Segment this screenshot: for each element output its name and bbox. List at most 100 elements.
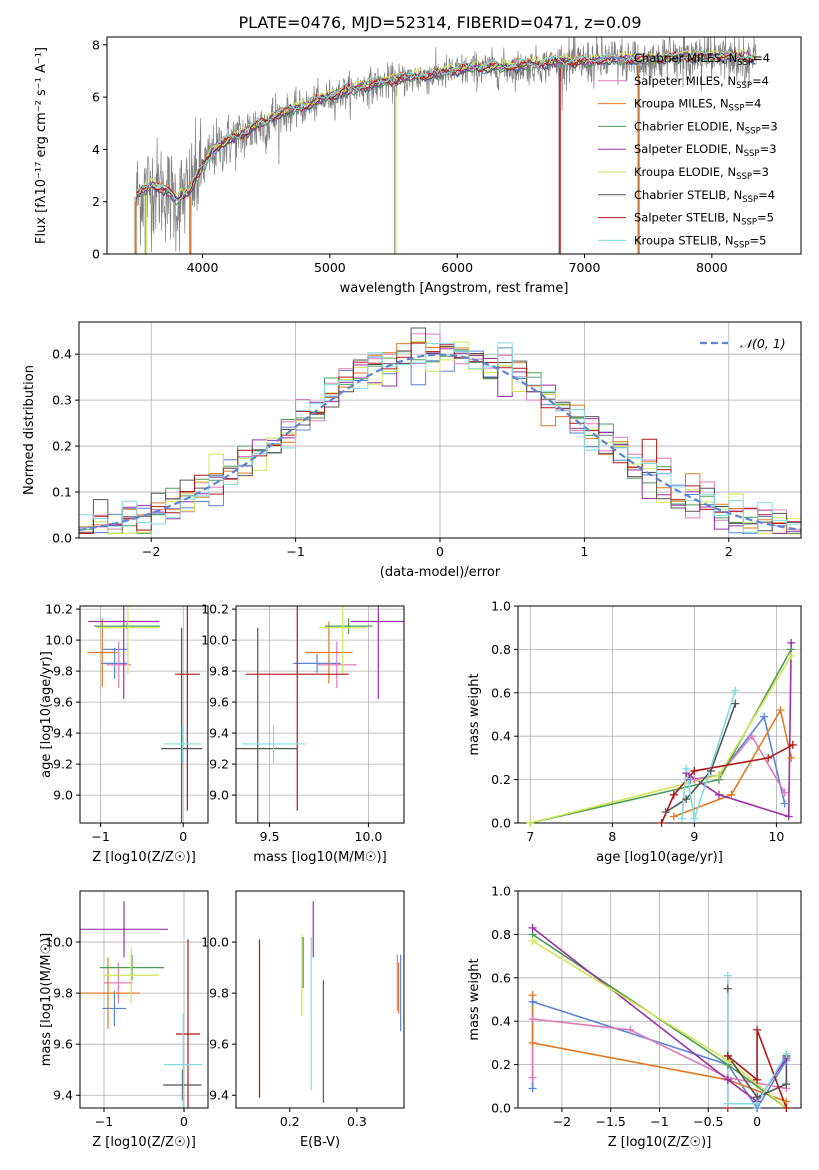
- x-tick-label: 1: [580, 544, 588, 559]
- mass_vs_Z-panel: −1 0 9.4 9.6 9.8 10.0 Z [log10(Z/Z☉)] mass [log…: [39, 890, 209, 1150]
- mass-weight-line: [727, 975, 788, 1105]
- mass_vs_ebv-plot-area: [258, 901, 402, 1103]
- legend-label: Salpeter STELIB, NSSP=5: [634, 211, 774, 228]
- plus-marker: [528, 991, 537, 1000]
- y-tick-label: 8: [92, 37, 100, 52]
- y-tick-label: 9.8: [209, 664, 229, 679]
- y-tick-label: 0.4: [491, 729, 511, 744]
- x-tick-label: 0: [436, 544, 444, 559]
- y-tick-label: 1.0: [491, 599, 511, 614]
- x-tick-label: −2: [553, 1114, 571, 1129]
- legend-subscript: SSP: [729, 104, 745, 114]
- legend-model-name: Salpeter MILES, N: [634, 74, 736, 88]
- x-tick-label: −1.5: [596, 1114, 626, 1129]
- y-tick-label: 0.6: [491, 970, 511, 985]
- legend-label: Chabrier MILES, NSSP=4: [634, 51, 770, 68]
- legend-count: =5: [749, 233, 766, 247]
- x-tick-label: −1: [286, 544, 304, 559]
- plus-marker: [528, 1015, 537, 1024]
- residuals-legend: 𝒩(0, 1): [700, 336, 786, 351]
- y-tick-label: 9.2: [209, 757, 229, 772]
- plus-marker: [753, 1075, 762, 1084]
- x-axis-label: E(B-V): [300, 1135, 340, 1150]
- y-tick-label: 0.8: [491, 642, 511, 657]
- legend-subscript: SSP: [737, 58, 753, 68]
- legend-label: Salpeter ELODIE, NSSP=3: [634, 142, 777, 159]
- mass-weight-line: [673, 708, 792, 818]
- plus-marker: [528, 1084, 537, 1093]
- y-axis-label: Flux [fλ10⁻¹⁷ erg cm⁻² s⁻¹ A⁻¹]: [34, 47, 49, 244]
- age_vs_Z-panel: −1 0 9.0 9.2 9.4 9.6 9.8 10.0 10.2 Z [log10(Z/Z☉)…: [39, 602, 209, 865]
- y-axis-label: mass weight: [467, 958, 482, 1040]
- plus-marker: [753, 1099, 762, 1108]
- legend-subscript: SSP: [745, 126, 761, 136]
- plus-marker: [727, 790, 736, 799]
- normal-curve: [79, 353, 801, 531]
- legend-model-name: Kroupa MILES, N: [634, 97, 729, 111]
- legend-label: Salpeter MILES, NSSP=4: [634, 74, 769, 91]
- mass-weight-line: [685, 642, 792, 818]
- y-axis-label: mass [log10(M/M☉)]: [39, 933, 54, 1066]
- age_vs_Z-plot-area: [87, 606, 203, 823]
- age_vs_mass-plot-area: [236, 606, 404, 823]
- plus-marker: [706, 766, 715, 775]
- x-tick-label: 4000: [187, 260, 219, 275]
- mass-weight-line: [690, 714, 786, 804]
- y-tick-label: 0.6: [491, 685, 511, 700]
- mass-weight-line: [681, 690, 737, 819]
- legend-label: Kroupa MILES, NSSP=4: [634, 97, 761, 114]
- y-tick-label: 0.2: [52, 439, 72, 454]
- plus-marker: [787, 753, 796, 762]
- plus-marker: [690, 766, 699, 775]
- y-tick-label: 0.4: [52, 347, 72, 362]
- x-axis-label: Z [log10(Z/Z☉)]: [92, 850, 196, 865]
- plus-marker: [657, 819, 666, 827]
- axes-frame: [106, 36, 802, 255]
- legend-model-name: Chabrier MILES, N: [634, 51, 737, 65]
- y-tick-label: 9.0: [209, 788, 229, 803]
- plus-marker: [782, 1104, 791, 1112]
- legend-subscript: SSP: [734, 240, 750, 250]
- plus-marker: [723, 984, 732, 993]
- y-tick-label: 0.3: [52, 393, 72, 408]
- y-tick-label: 10.0: [45, 633, 73, 648]
- plus-marker: [723, 1051, 732, 1060]
- legend-count: =3: [761, 119, 778, 133]
- legend-subscript: SSP: [744, 149, 760, 159]
- plus-marker: [669, 790, 678, 799]
- y-tick-label: 0: [92, 247, 100, 262]
- y-tick-label: 9.4: [209, 1088, 229, 1103]
- y-tick-label: 0.2: [491, 772, 511, 787]
- x-tick-label: −0.5: [693, 1114, 723, 1129]
- page-title: PLATE=0476, MJD=52314, FIBERID=0471, z=0…: [238, 13, 641, 32]
- y-tick-label: 9.6: [53, 695, 73, 710]
- plus-marker: [661, 808, 670, 817]
- x-axis-label: age [log10(age/yr)]: [596, 850, 723, 865]
- plus-marker: [723, 1075, 732, 1084]
- residual-histogram: [79, 342, 801, 533]
- residuals-panel: −2 −1 0 1 2 0.0 0.1 0.2 0.3 0.4 (data-model)/error…: [22, 321, 802, 580]
- y-tick-label: 10.0: [201, 935, 229, 950]
- x-tick-label: 8000: [696, 260, 728, 275]
- x-tick-label: 6000: [441, 260, 473, 275]
- plus-marker: [787, 651, 796, 660]
- x-tick-label: 10.0: [355, 829, 383, 844]
- plus-marker: [626, 1025, 635, 1034]
- y-tick-label: 10.0: [45, 935, 73, 950]
- y-tick-label: 9.6: [209, 695, 229, 710]
- y-tick-label: 9.4: [209, 726, 229, 741]
- plus-marker: [782, 1080, 791, 1089]
- legend-count: =5: [757, 211, 774, 225]
- x-tick-label: 8: [608, 829, 616, 844]
- legend-count: =3: [760, 142, 777, 156]
- plus-marker: [784, 812, 793, 821]
- axes-frame: [235, 605, 405, 824]
- residuals-plot-area: [79, 327, 801, 534]
- plus-marker: [780, 799, 789, 808]
- plus-marker: [723, 971, 732, 980]
- y-tick-label: 2: [92, 194, 100, 209]
- plus-marker: [528, 1073, 537, 1082]
- y-tick-label: 6: [92, 90, 100, 105]
- plus-marker: [528, 923, 537, 932]
- x-tick-label: 2: [725, 544, 733, 559]
